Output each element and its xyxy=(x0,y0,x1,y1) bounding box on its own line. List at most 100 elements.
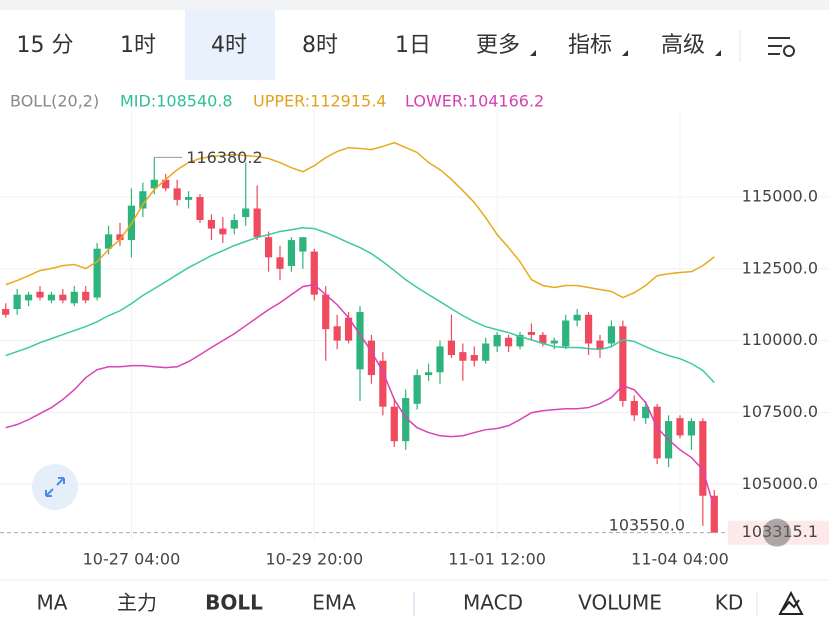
y-tick-label: 115000.0 xyxy=(742,186,818,205)
candle-body xyxy=(230,219,238,229)
y-tick-label: 112500.0 xyxy=(742,258,818,277)
candle-body xyxy=(333,326,341,341)
candle-body xyxy=(36,291,44,298)
candle-body xyxy=(24,294,33,301)
candle-body xyxy=(527,332,536,335)
expand-button[interactable] xyxy=(32,464,78,510)
tab[interactable]: 更多 xyxy=(476,33,520,58)
y-tick-label: 105000.0 xyxy=(742,474,818,493)
candle-body xyxy=(2,309,10,315)
candle-body xyxy=(322,294,330,330)
indicator-name: BOLL(20,2) xyxy=(10,92,99,111)
tab[interactable]: 1时 xyxy=(120,33,156,58)
dropdown-carets xyxy=(530,50,721,56)
tab[interactable]: 指标 xyxy=(568,33,612,58)
candle-body xyxy=(516,334,524,347)
candle-body xyxy=(264,237,273,258)
y-tick-label: 107500.0 xyxy=(742,402,818,421)
expand-icon xyxy=(45,477,65,497)
candle-body xyxy=(116,234,124,241)
candle-body xyxy=(310,251,318,295)
candle-body xyxy=(436,346,444,373)
candle-body xyxy=(413,375,421,404)
close-button[interactable] xyxy=(763,518,791,547)
x-tick-label: 10-29 20:00 xyxy=(265,550,363,569)
candle-body xyxy=(402,398,410,442)
indicator-tab[interactable]: KD xyxy=(715,591,744,615)
tab[interactable]: 1日 xyxy=(395,33,431,58)
indicator-tab[interactable]: MACD xyxy=(463,591,523,615)
candle-body xyxy=(642,406,650,419)
candle-body xyxy=(299,237,307,252)
candle-body xyxy=(699,421,707,496)
candle-body xyxy=(242,208,250,218)
tab[interactable]: 15 分 xyxy=(17,33,74,58)
candle-body xyxy=(653,406,661,459)
candle-body xyxy=(390,406,398,442)
candle-body xyxy=(470,354,478,361)
x-tick-label: 11-04 04:00 xyxy=(631,550,729,569)
boll-line xyxy=(5,141,715,299)
candle-body xyxy=(710,495,718,533)
candle-body xyxy=(687,421,696,436)
candle-body xyxy=(619,326,627,401)
chart: 105000.0 107500.0 110000.0 112500.0 115000.0… xyxy=(0,110,829,569)
candle-body xyxy=(184,196,193,200)
candle-body xyxy=(13,294,21,310)
min-label: 103550.0 xyxy=(609,515,685,534)
candle-body xyxy=(447,340,456,355)
indicator-tab[interactable]: 主力 xyxy=(117,591,157,615)
candle-body xyxy=(70,291,78,304)
candle-body xyxy=(59,294,67,301)
candle-body xyxy=(379,360,387,407)
candle-body xyxy=(162,179,170,189)
candle-body xyxy=(219,228,227,235)
candle-body xyxy=(539,334,547,344)
indicator-tabs: MA 主力 BOLL EMA MACD VOLUME KD xyxy=(37,590,804,616)
indicator-tab[interactable]: BOLL xyxy=(205,591,263,615)
candle-body xyxy=(207,219,216,229)
y-tick-label: 110000.0 xyxy=(742,330,818,349)
candle-body xyxy=(562,320,570,347)
tab[interactable]: 8时 xyxy=(302,33,338,58)
candle-body xyxy=(676,418,684,436)
candle-body xyxy=(150,179,158,189)
candle-body xyxy=(47,294,56,301)
candle-body xyxy=(573,314,581,321)
timeframe-tabs: 15 分 1时 4时 8时 1日 更多 指标 高级 xyxy=(17,30,795,62)
candle-body xyxy=(104,234,113,249)
indicator-tab[interactable]: MA xyxy=(37,591,68,615)
indicator-tab[interactable]: VOLUME xyxy=(578,591,662,615)
tab[interactable]: 高级 xyxy=(661,33,705,58)
indicator-header: BOLL(20,2) MID:108540.8 UPPER:112915.4 L… xyxy=(10,92,544,111)
candle-body xyxy=(607,326,616,344)
candle-body xyxy=(550,340,558,344)
settings-icon[interactable] xyxy=(768,37,795,57)
tab[interactable]: 4时 xyxy=(211,33,247,58)
x-tick-label: 10-27 04:00 xyxy=(83,550,181,569)
candle-body xyxy=(584,314,593,344)
candle-body xyxy=(276,257,284,269)
candle-body xyxy=(493,334,501,347)
candle-body xyxy=(630,400,638,416)
candle-body xyxy=(344,317,353,341)
boll-line xyxy=(5,283,716,509)
max-label: 116380.2 xyxy=(186,148,262,167)
x-tick-label: 11-01 12:00 xyxy=(448,550,546,569)
candle-body xyxy=(82,291,90,301)
candle-body xyxy=(424,372,433,376)
indicator-tab[interactable]: EMA xyxy=(312,591,356,615)
candle-body xyxy=(93,248,101,298)
candle-body xyxy=(459,352,467,361)
draw-icon[interactable] xyxy=(778,590,804,615)
candle-body xyxy=(596,340,604,350)
boll-lower: LOWER:104166.2 xyxy=(405,92,544,111)
boll-upper: UPPER:112915.4 xyxy=(253,92,386,111)
candle-body xyxy=(356,311,364,370)
active-tab-bg xyxy=(185,10,275,80)
candle-body xyxy=(482,343,490,361)
candle-body xyxy=(253,208,261,238)
candle-body xyxy=(367,340,376,376)
top-strip xyxy=(0,0,829,10)
